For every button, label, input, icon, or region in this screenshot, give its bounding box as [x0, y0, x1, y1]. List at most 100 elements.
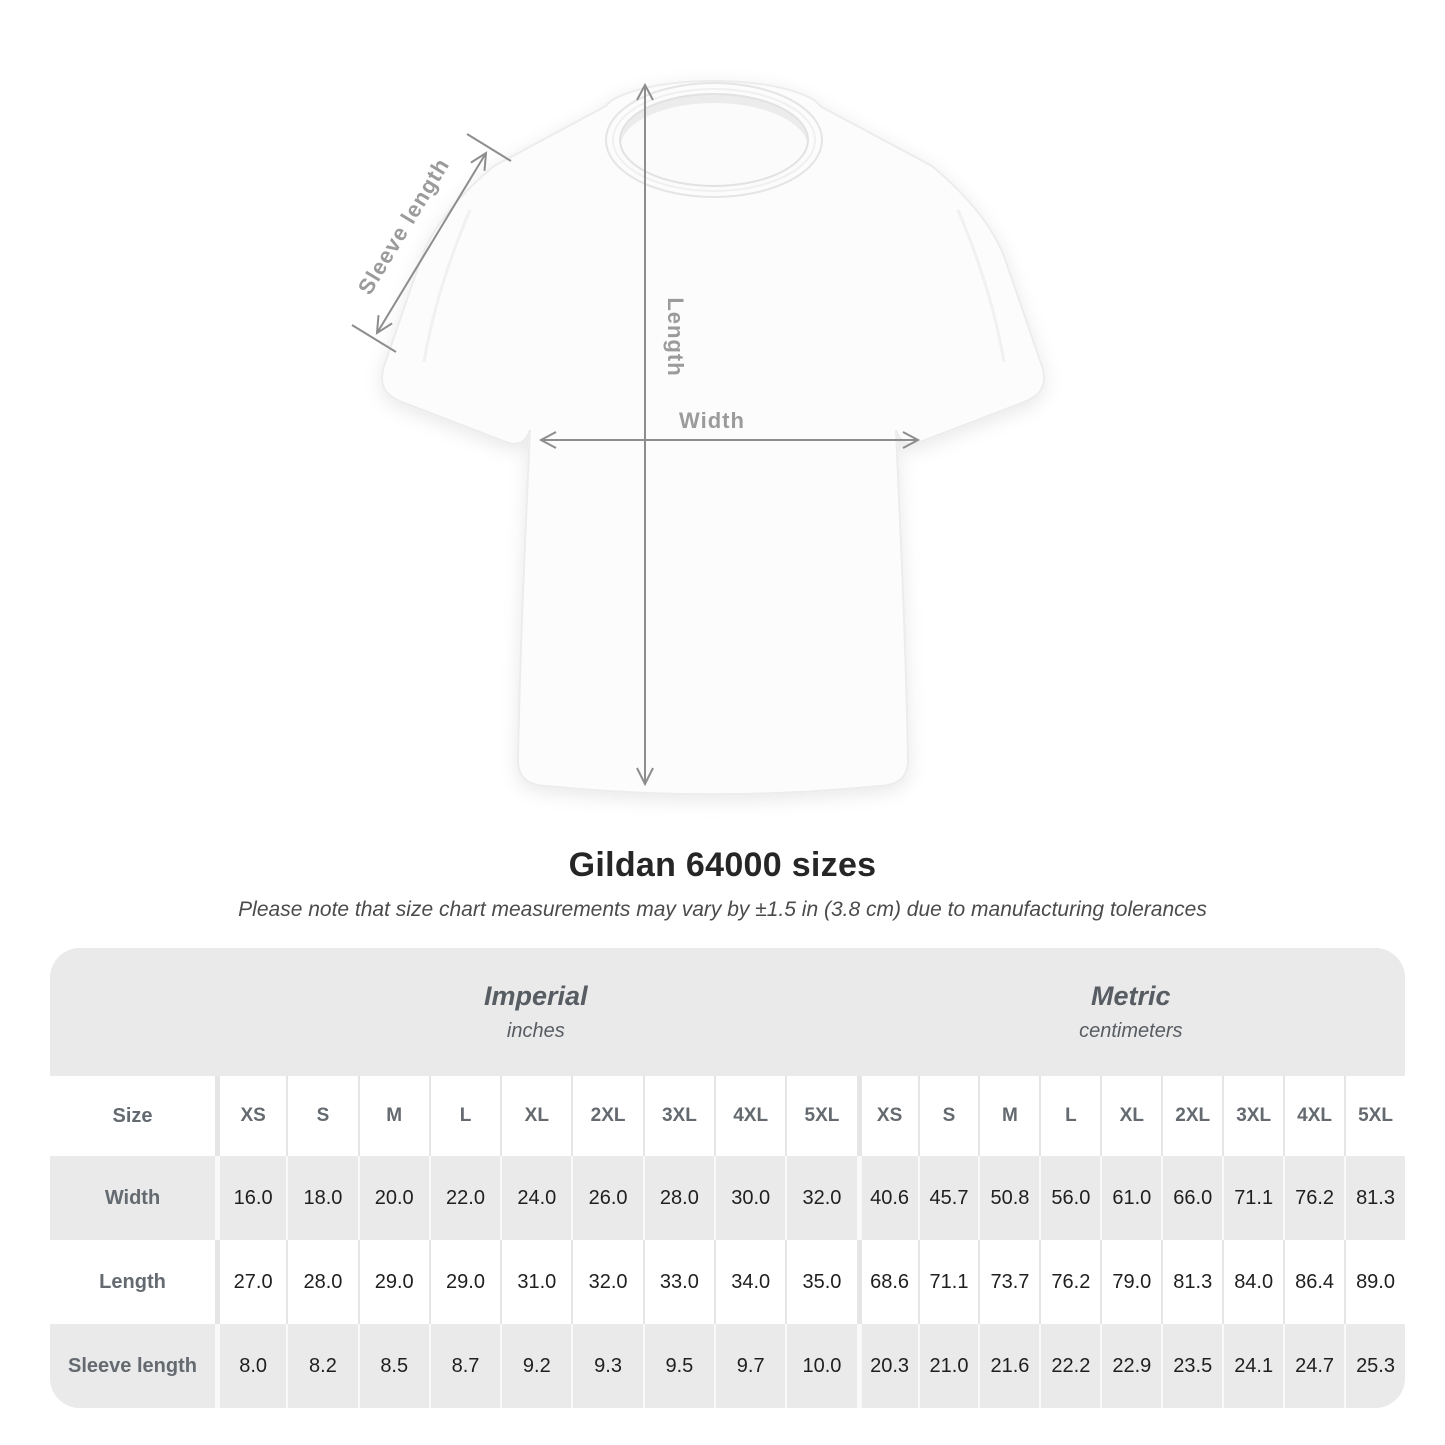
cell: 21.6: [978, 1324, 1039, 1408]
cell: 9.3: [571, 1324, 642, 1408]
cell: 32.0: [785, 1156, 856, 1240]
cell: 84.0: [1222, 1240, 1283, 1324]
cell: 86.4: [1283, 1240, 1344, 1324]
cell: 68.6: [856, 1240, 918, 1324]
cell: 8.2: [286, 1324, 357, 1408]
size-col-header: S: [286, 1076, 357, 1156]
cell: 8.5: [357, 1324, 429, 1408]
cell: 23.5: [1161, 1324, 1222, 1408]
cell: 76.2: [1039, 1240, 1100, 1324]
cell: 29.0: [428, 1240, 500, 1324]
cell: 56.0: [1039, 1156, 1100, 1240]
cell: 73.7: [978, 1240, 1039, 1324]
cell: 45.7: [917, 1156, 979, 1240]
size-col-header: M: [357, 1076, 429, 1156]
size-col-header: 3XL: [1222, 1076, 1283, 1156]
cell: 76.2: [1283, 1156, 1344, 1240]
size-col-header: 4XL: [714, 1076, 785, 1156]
cell: 89.0: [1344, 1240, 1405, 1324]
cell: 66.0: [1161, 1156, 1222, 1240]
metric-title: Metric: [1091, 981, 1171, 1011]
row-label: Width: [104, 1186, 161, 1209]
cell: 50.8: [978, 1156, 1039, 1240]
units-header-row: Imperial inches Metric centimeters: [50, 948, 1405, 1076]
metric-header: Metric centimeters: [857, 948, 1405, 1076]
cell: 10.0: [785, 1324, 856, 1408]
size-col-header: L: [428, 1076, 500, 1156]
size-col-header: 5XL: [1344, 1076, 1405, 1156]
cell: 30.0: [714, 1156, 785, 1240]
cell: 9.7: [714, 1324, 785, 1408]
size-header-label: Size: [112, 1104, 153, 1127]
length-arrow: [636, 82, 654, 787]
imperial-unit: inches: [506, 1020, 565, 1042]
cell: 81.3: [1344, 1156, 1405, 1240]
length-label: Length: [663, 297, 688, 376]
cell: 34.0: [714, 1240, 785, 1324]
cell: 20.3: [856, 1324, 918, 1408]
cell: 33.0: [642, 1240, 714, 1324]
tshirt-measurement-diagram: Sleeve length Length Width: [351, 79, 1045, 796]
tshirt-illustration: [381, 79, 1045, 796]
cell: 24.1: [1222, 1324, 1283, 1408]
width-arrow: [538, 431, 921, 449]
sleeve-length-row: Sleeve length 8.0 8.2 8.5 8.7 9.2 9.3 9.…: [50, 1324, 1405, 1408]
cell: 81.3: [1161, 1240, 1222, 1324]
size-col-header: XL: [500, 1076, 571, 1156]
size-col-header: XL: [1100, 1076, 1161, 1156]
tolerance-note: Please note that size chart measurements…: [238, 898, 1207, 921]
imperial-header: Imperial inches: [215, 948, 857, 1076]
size-col-header: 5XL: [785, 1076, 856, 1156]
cell: 24.7: [1283, 1324, 1344, 1408]
row-label: Sleeve length: [68, 1354, 197, 1377]
cell: 16.0: [215, 1156, 286, 1240]
cell: 79.0: [1100, 1240, 1161, 1324]
collar: [605, 82, 823, 198]
cell: 8.0: [215, 1324, 286, 1408]
cell: 40.6: [856, 1156, 918, 1240]
length-row: Length 27.0 28.0 29.0 29.0 31.0 32.0 33.…: [50, 1240, 1405, 1324]
cell: 22.2: [1039, 1324, 1100, 1408]
size-col-header: XS: [215, 1076, 286, 1156]
width-row: Width 16.0 18.0 20.0 22.0 24.0 26.0 28.0…: [50, 1156, 1405, 1240]
cell: 8.7: [428, 1324, 500, 1408]
cell: 22.9: [1100, 1324, 1161, 1408]
cell: 9.2: [500, 1324, 571, 1408]
cell: 20.0: [357, 1156, 429, 1240]
cell: 35.0: [785, 1240, 856, 1324]
size-col-header: M: [978, 1076, 1039, 1156]
size-col-header: 4XL: [1283, 1076, 1344, 1156]
sleeve-length-arrow: [351, 133, 512, 353]
fold-line: [956, 209, 1006, 363]
page-title: Gildan 64000 sizes: [568, 846, 877, 884]
size-col-header: XS: [856, 1076, 918, 1156]
cell: 28.0: [286, 1240, 357, 1324]
imperial-title: Imperial: [484, 981, 588, 1011]
size-header-row: Size XS S M L XL 2XL 3XL 4XL 5XL XS S M …: [50, 1076, 1405, 1156]
size-col-header: L: [1039, 1076, 1100, 1156]
cell: 18.0: [286, 1156, 357, 1240]
size-table: Imperial inches Metric centimeters Size …: [50, 948, 1405, 1408]
cell: 22.0: [428, 1156, 500, 1240]
cell: 61.0: [1100, 1156, 1161, 1240]
cell: 32.0: [571, 1240, 642, 1324]
fold-line: [422, 209, 472, 363]
cell: 21.0: [917, 1324, 979, 1408]
cell: 26.0: [571, 1156, 642, 1240]
cell: 71.1: [917, 1240, 979, 1324]
cell: 9.5: [642, 1324, 714, 1408]
width-label: Width: [679, 408, 745, 433]
cell: 31.0: [500, 1240, 571, 1324]
size-col-header: S: [917, 1076, 979, 1156]
size-col-header: 2XL: [571, 1076, 642, 1156]
cell: 29.0: [357, 1240, 429, 1324]
cell: 28.0: [642, 1156, 714, 1240]
cell: 24.0: [500, 1156, 571, 1240]
cell: 27.0: [215, 1240, 286, 1324]
metric-unit: centimeters: [1079, 1020, 1183, 1042]
row-label: Length: [99, 1270, 166, 1293]
cell: 71.1: [1222, 1156, 1283, 1240]
cell: 25.3: [1344, 1324, 1405, 1408]
size-col-header: 3XL: [642, 1076, 714, 1156]
size-col-header: 2XL: [1161, 1076, 1222, 1156]
